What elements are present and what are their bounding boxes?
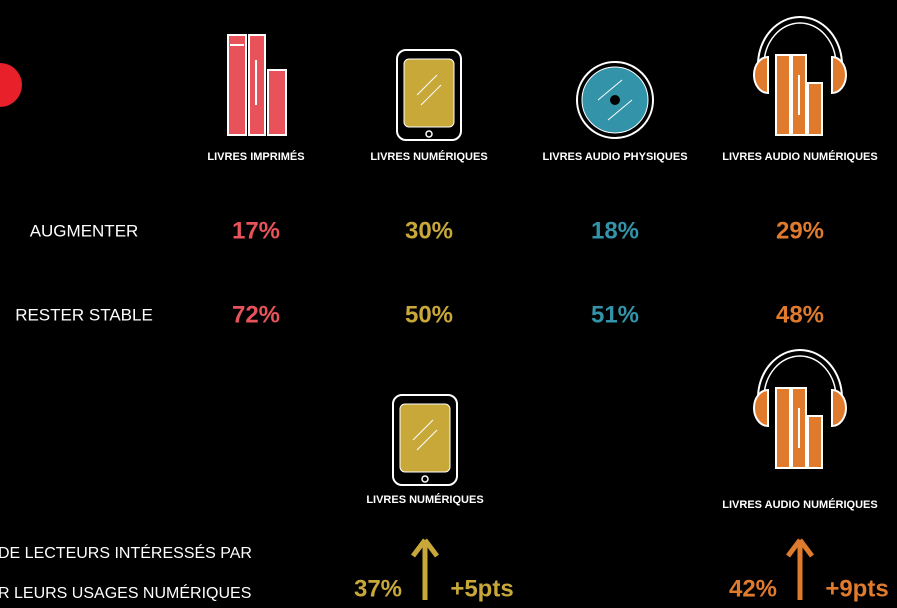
caption: R LEURS USAGES NUMÉRIQUES: [0, 583, 251, 602]
decor: [0, 63, 22, 107]
icon-books: [227, 34, 287, 136]
column-label: LIVRES AUDIO NUMÉRIQUES: [722, 150, 877, 163]
highlight-change: +9pts: [825, 575, 888, 602]
value: 18%: [591, 217, 639, 244]
row-label: RESTER STABLE: [15, 305, 153, 324]
highlight-label: LIVRES AUDIO NUMÉRIQUES: [722, 498, 877, 511]
value: 29%: [776, 217, 824, 244]
value: 48%: [776, 301, 824, 328]
column-label: LIVRES IMPRIMÉS: [207, 150, 304, 163]
highlight-change: +5pts: [450, 575, 513, 602]
icon-disc: [576, 61, 654, 139]
highlight-value: 37%: [354, 575, 402, 602]
icon-headphones: [753, 349, 847, 469]
value: 72%: [232, 301, 280, 328]
row-label: AUGMENTER: [30, 221, 139, 240]
highlight-label: LIVRES NUMÉRIQUES: [366, 493, 483, 506]
caption: DE LECTEURS INTÉRESSÉS PAR: [0, 543, 252, 562]
value: 51%: [591, 301, 639, 328]
value: 50%: [405, 301, 453, 328]
icon-tablet: [396, 49, 462, 141]
arrow-up: [411, 538, 439, 600]
icon-tablet: [392, 394, 458, 486]
column-label: LIVRES AUDIO PHYSIQUES: [542, 151, 687, 163]
icon-headphones: [753, 16, 847, 136]
value: 17%: [232, 217, 280, 244]
arrow-up: [786, 538, 814, 600]
column-label: LIVRES NUMÉRIQUES: [370, 150, 487, 163]
value: 30%: [405, 217, 453, 244]
highlight-value: 42%: [729, 575, 777, 602]
